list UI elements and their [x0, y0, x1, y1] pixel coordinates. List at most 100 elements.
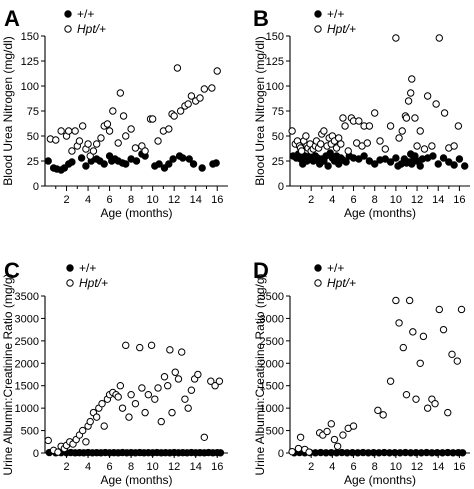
data-point-hpt: [363, 139, 371, 147]
data-point-hpt: [294, 444, 303, 453]
data-point-hpt: [109, 107, 117, 115]
data-point-hpt: [355, 117, 363, 125]
data-point-hpt: [187, 92, 196, 100]
y-axis-title: Urine Albumin:Creatinine Ratio (mg/g): [253, 273, 267, 475]
data-point-hpt: [200, 433, 209, 441]
data-point-hpt: [86, 417, 94, 426]
data-point-hpt: [395, 134, 403, 142]
y-tick-label: 3000: [15, 313, 39, 325]
data-point-hpt: [416, 127, 424, 135]
x-tick-label: 14: [190, 194, 202, 206]
x-tick-label: 6: [107, 461, 113, 473]
data-point-hpt: [68, 147, 76, 155]
data-point-hpt: [170, 112, 178, 120]
data-point-hpt: [392, 296, 400, 305]
y-tick-label: 25: [272, 156, 284, 168]
data-point-hpt: [416, 359, 424, 367]
data-point-hpt: [141, 147, 149, 155]
data-point-hpt: [119, 112, 128, 120]
data-point-hpt: [184, 100, 192, 108]
legend-marker-hpt: [314, 25, 322, 33]
y-axis-title: Blood Urea Nitrogen (mg/dl): [253, 36, 267, 185]
data-point-hpt: [173, 64, 182, 72]
data-point-wt: [185, 155, 193, 163]
x-tick-label: 16: [211, 194, 223, 206]
y-tick-label: 500: [21, 426, 39, 438]
x-tick-label: 6: [350, 194, 356, 206]
x-tick-label: 4: [85, 461, 91, 473]
data-point-hpt: [288, 447, 296, 456]
legend-marker-hpt: [314, 279, 322, 287]
data-point-hpt: [435, 305, 443, 314]
data-point-wt: [386, 158, 395, 166]
legend-marker-wt: [66, 264, 74, 272]
series-wildtype: [45, 448, 225, 457]
x-tick-label: 16: [211, 461, 223, 473]
data-point-hpt: [154, 384, 162, 392]
y-tick-label: 1000: [15, 403, 39, 415]
data-point-hpt: [184, 404, 192, 412]
data-point-hpt: [54, 448, 62, 456]
data-point-hpt: [75, 137, 84, 145]
y-tick-label: 500: [266, 426, 284, 438]
data-point-hpt: [402, 114, 411, 122]
data-point-hpt: [114, 393, 122, 401]
legend-label-wt: +/+: [327, 261, 344, 275]
data-point-hpt: [457, 305, 466, 314]
data-point-hpt: [211, 382, 219, 390]
x-tick-label: 8: [372, 461, 378, 473]
x-tick-label: 8: [128, 461, 134, 473]
data-point-hpt: [392, 34, 400, 42]
data-point-hpt: [386, 122, 395, 130]
y-tick-label: 150: [21, 31, 39, 43]
data-point-hpt: [103, 120, 112, 128]
data-point-hpt: [52, 136, 60, 144]
data-point-hpt: [157, 417, 165, 426]
data-point-hpt: [208, 84, 216, 92]
data-point-hpt: [395, 319, 403, 327]
y-tick-label: 0: [33, 448, 39, 460]
chart-panel-b: B 0 25 50 75 100 125 150 2 4 6 8 10 12 14 16 Age (months…: [253, 6, 470, 220]
data-point-hpt: [339, 114, 347, 122]
x-axis-title: Age (months): [344, 206, 416, 220]
series-wildtype: [290, 448, 467, 457]
data-point-hpt: [420, 145, 429, 153]
data-point-hpt: [444, 408, 452, 417]
data-point-hpt: [176, 107, 185, 115]
data-point-hpt: [439, 325, 448, 334]
y-axis-title: Urine Albumin:Creatinine Ratio (mg/g): [1, 273, 15, 475]
y-tick-label: 50: [27, 131, 39, 143]
data-point-wt: [458, 449, 467, 457]
data-point-wt: [100, 160, 108, 168]
data-point-wt: [392, 154, 400, 162]
data-point-hpt: [116, 382, 125, 390]
data-point-wt: [82, 162, 90, 170]
data-point-hpt: [147, 341, 156, 350]
data-point-hpt: [419, 332, 428, 341]
data-point-hpt: [386, 377, 395, 385]
legend-label-hpt: Hpt/+: [77, 22, 106, 36]
data-point-hpt: [194, 370, 202, 379]
data-point-hpt: [432, 100, 440, 108]
x-axis-title: Age (months): [100, 206, 172, 220]
data-point-hpt: [453, 357, 461, 365]
x-tick-label: 12: [168, 194, 180, 206]
data-point-wt: [198, 164, 206, 172]
data-point-hpt: [435, 34, 443, 42]
data-point-hpt: [450, 142, 458, 150]
data-point-hpt: [116, 89, 125, 97]
data-point-hpt: [337, 140, 345, 148]
data-point-hpt: [57, 127, 65, 135]
data-point-wt: [132, 157, 141, 165]
x-tick-label: 2: [308, 461, 314, 473]
data-point-hpt: [399, 343, 407, 352]
data-point-hpt: [365, 122, 374, 130]
y-tick-label: 125: [21, 56, 39, 68]
data-point-hpt: [166, 346, 174, 354]
series-hpt: [46, 64, 221, 160]
data-point-hpt: [302, 132, 310, 140]
data-point-hpt: [379, 411, 387, 419]
data-point-wt: [122, 160, 130, 168]
legend-marker-hpt: [66, 279, 74, 287]
